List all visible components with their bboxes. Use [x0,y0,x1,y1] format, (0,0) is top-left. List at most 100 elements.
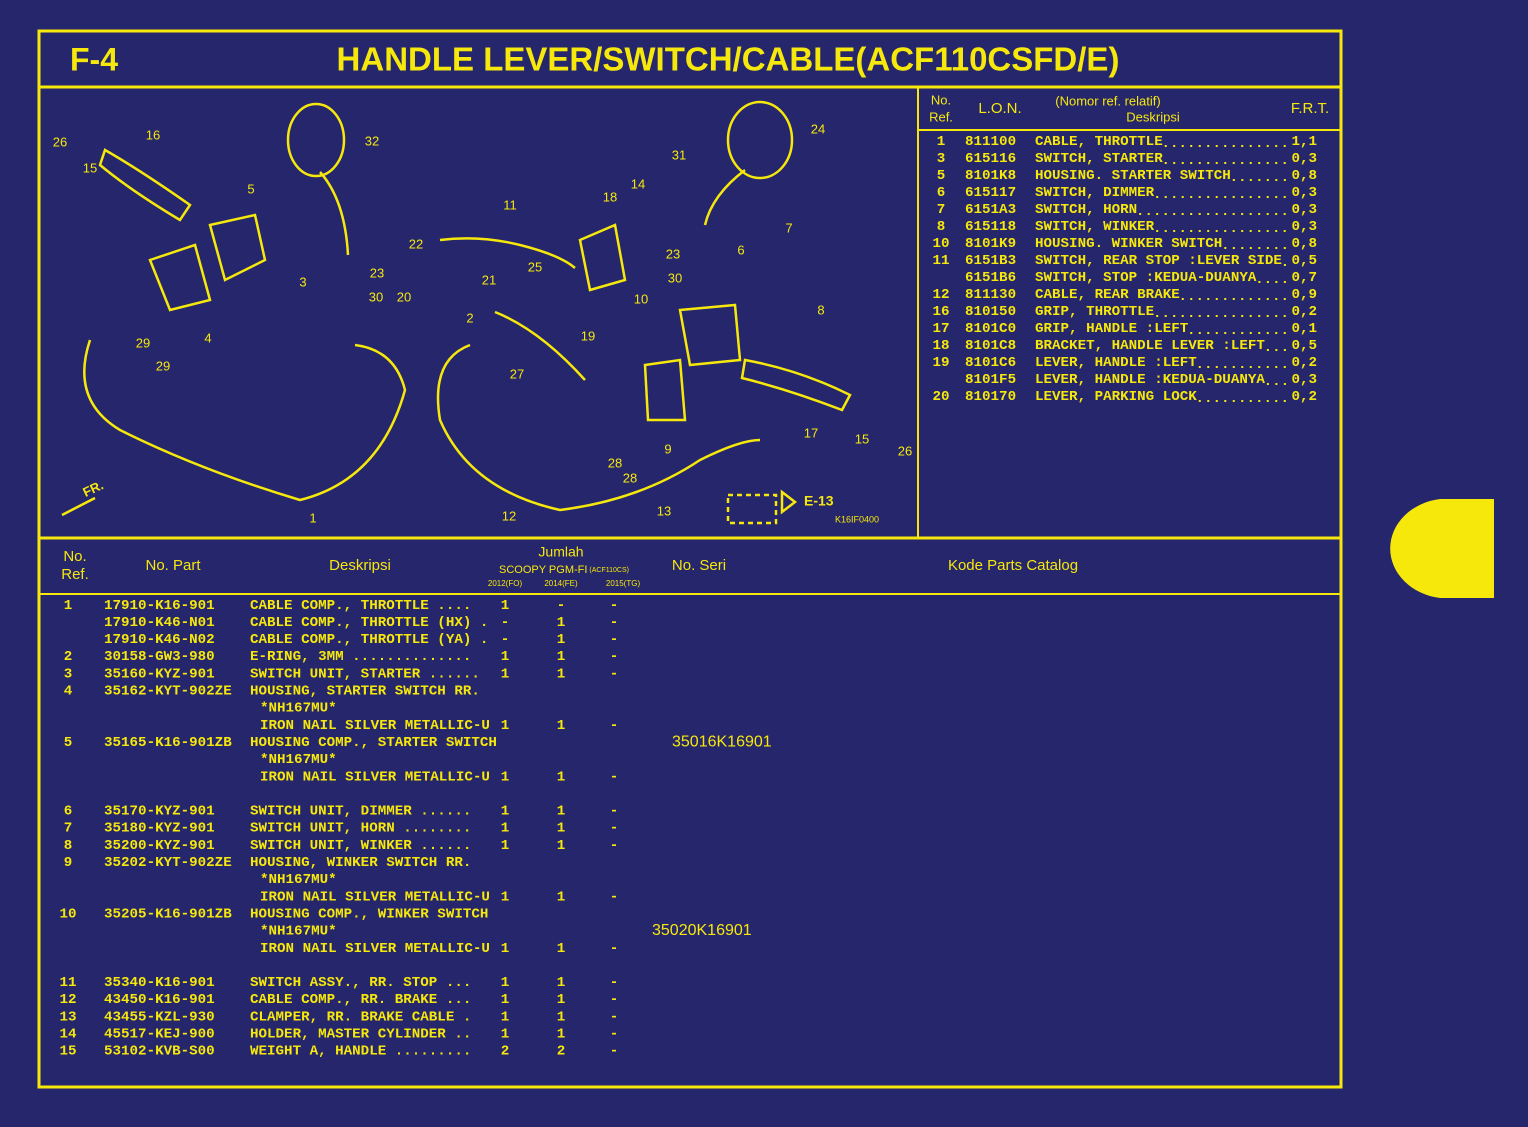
description: WEIGHT A, HANDLE ......... [250,1044,471,1060]
serial-number: 35020K16901 [652,922,752,939]
ref-number: 9 [64,855,73,871]
ref-number: 10 [932,236,949,252]
description: SWITCH UNIT, HORN ........ [250,821,471,837]
part-number: 30158-GW3-980 [104,649,215,665]
quantity: 1 [557,632,566,648]
quantity: 2 [557,1044,566,1060]
mirror-stem [319,171,350,256]
frt-value: 0,8 [1291,168,1317,184]
quantity: 1 [501,992,510,1008]
description: E-RING, 3MM .............. [250,649,471,665]
callout-number: 26 [53,134,67,149]
ref-number: 8 [64,838,73,854]
quantity: 2 [501,1044,510,1060]
column-header: No. Part [145,557,201,574]
column-header: F.R.T. [1291,100,1329,117]
description: IRON NAIL SILVER METALLIC-U [260,769,490,785]
callout-number: 14 [631,176,645,191]
quantity: - [610,1009,619,1025]
quantity: 1 [557,615,566,631]
description: SWITCH ASSY., RR. STOP ... [250,975,471,991]
callout-number: 15 [83,160,97,175]
part-number: 35162-KYT-902ZE [104,684,232,700]
description: CLAMPER, RR. BRAKE CABLE . [250,1009,471,1025]
ref-number: 1 [64,598,73,614]
ref-number: 12 [932,287,949,303]
callout-number: 17 [804,425,818,440]
right-grip [740,358,852,412]
part-number: 45517-KEJ-900 [104,1027,215,1043]
lon-code: 615117 [965,185,1016,201]
ref-number: 3 [64,666,73,682]
ref-number: 17 [932,321,949,337]
quantity: 1 [557,804,566,820]
description: *NH167MU* [260,701,337,717]
starter-housing [208,213,267,282]
callout-number: 18 [603,189,617,204]
description: IRON NAIL SILVER METALLIC-U [260,718,490,734]
ref-number: 7 [937,202,946,218]
quantity: 1 [557,666,566,682]
quantity: 1 [557,889,566,905]
callout-number: 19 [581,328,595,343]
description: IRON NAIL SILVER METALLIC-U [260,941,490,957]
serial-number: 35016K16901 [672,733,772,750]
quantity: - [610,992,619,1008]
description: CABLE, REAR BRAKE [1035,287,1180,303]
side-tab[interactable] [1390,499,1494,598]
lon-code: 615118 [965,219,1016,235]
part-number: 53102-KVB-S00 [104,1044,215,1060]
callout-number: 31 [672,147,686,162]
column-header: Ref. [929,109,953,124]
callout-number: 29 [156,358,170,373]
description: GRIP, HANDLE :LEFT [1035,321,1189,337]
callout-number: 32 [365,133,379,148]
quantity: 1 [501,1009,510,1025]
part-number: 35340-K16-901 [104,975,215,991]
part-number: 35205-K16-901ZB [104,906,232,922]
callout-number: 11 [503,197,517,212]
description: BRACKET, HANDLE LEVER :LEFT [1035,338,1265,354]
quantity: 1 [557,769,566,785]
ref-number: 11 [59,975,76,991]
part-number: 35170-KYZ-901 [104,804,215,820]
ref-number: 14 [59,1027,77,1043]
ref-number: 2 [64,649,73,665]
lon-code: 810150 [965,304,1016,320]
description: CABLE COMP., THROTTLE .... [250,598,471,614]
column-header: No. [931,92,951,107]
callout-number: 1 [309,510,316,525]
lon-code: 811130 [965,287,1016,303]
description: HOUSING. WINKER SWITCH [1035,236,1222,252]
frt-value: 0,3 [1291,372,1317,388]
callout-number: 26 [898,443,912,458]
quantity: - [557,598,566,614]
callout-number: 2 [466,310,473,325]
callout-number: 28 [623,470,637,485]
frt-value: 0,8 [1291,236,1317,252]
lever-bracket [578,223,627,292]
callout-number: 16 [146,127,160,142]
frt-value: 0,2 [1291,389,1317,405]
quantity: - [610,615,619,631]
lon-code: 6151B3 [965,253,1016,269]
part-number: 43450-K16-901 [104,992,215,1008]
model-name: SCOOPY PGM-FI [499,564,587,576]
description: CABLE, THROTTLE [1035,134,1163,150]
quantity: - [501,615,510,631]
frt-value: 0,3 [1291,219,1317,235]
callout-number: 20 [397,289,411,304]
page-title: HANDLE LEVER/SWITCH/CABLE(ACF110CSFD/E) [337,41,1120,78]
quantity: - [501,632,510,648]
quantity: - [610,649,619,665]
description: HOLDER, MASTER CYLINDER .. [250,1027,471,1043]
quantity: - [610,838,619,854]
quantity: - [610,598,619,614]
column-header: L.O.N. [978,100,1021,117]
year-header: 2012(FO) [488,579,523,588]
exploded-diagram [61,100,852,525]
ref-number: 12 [59,992,76,1008]
ref-number: 6 [64,804,73,820]
description: SWITCH, HORN [1035,202,1137,218]
callout-number: 30 [668,270,682,285]
